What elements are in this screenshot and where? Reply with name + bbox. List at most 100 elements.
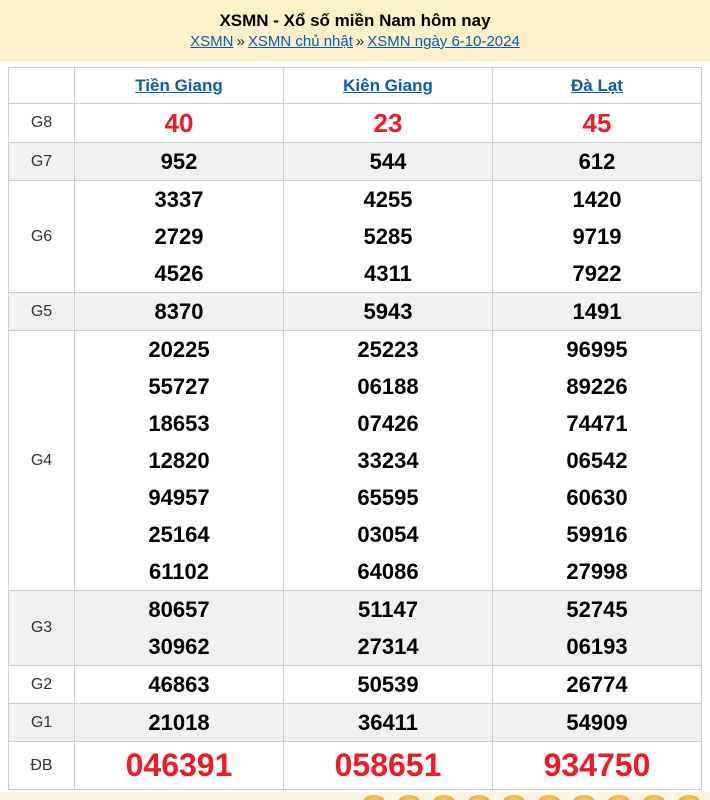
prize-number: 36411 bbox=[358, 710, 418, 735]
prize-row-G5: G5 8370 5943 1491 bbox=[8, 292, 702, 331]
prize-number: 33234 bbox=[357, 448, 419, 473]
prize-number: 40 bbox=[164, 108, 194, 138]
prize-number: 06542 bbox=[566, 448, 628, 473]
province-link-3[interactable]: Đà Lạt bbox=[571, 75, 623, 95]
prize-row-G2: G2 46863 50539 26774 bbox=[8, 665, 702, 704]
footer-ball-strip bbox=[0, 792, 710, 800]
province-header-cell: Kiên Giang bbox=[283, 67, 493, 104]
lottery-ball-icon bbox=[468, 795, 490, 800]
prize-number: 3337 bbox=[154, 187, 204, 212]
prize-number: 544 bbox=[369, 149, 407, 174]
prize-cell: 50539 bbox=[283, 665, 493, 704]
province-header-cell: Tiền Giang bbox=[74, 67, 284, 104]
prize-cell: 612 bbox=[492, 142, 702, 181]
lottery-ball-icon bbox=[573, 795, 595, 800]
province-link-2[interactable]: Kiên Giang bbox=[343, 75, 433, 95]
prize-number: 64086 bbox=[357, 559, 419, 584]
breadcrumb-link-xsmn[interactable]: XSMN bbox=[190, 33, 234, 50]
prize-label: G7 bbox=[8, 142, 75, 181]
prize-cell: 1491 bbox=[492, 292, 702, 331]
prize-number: 2729 bbox=[154, 224, 204, 249]
prize-number: 5943 bbox=[363, 299, 413, 324]
prize-number: 96995 bbox=[566, 337, 628, 362]
prize-column-header bbox=[8, 67, 75, 104]
prize-cell: 20225 55727 18653 12820 94957 25164 61102 bbox=[74, 330, 284, 591]
prize-number: 4311 bbox=[364, 261, 412, 286]
prize-row-G8: G8 40 23 45 bbox=[8, 103, 702, 143]
prize-cell: 544 bbox=[283, 142, 493, 181]
prize-number: 45 bbox=[582, 108, 612, 138]
prize-number: 89226 bbox=[566, 374, 628, 399]
prize-number: 12820 bbox=[148, 448, 210, 473]
prize-label: G2 bbox=[8, 665, 75, 704]
prize-number: 59916 bbox=[566, 522, 628, 547]
prize-cell: 25223 06188 07426 33234 65595 03054 64086 bbox=[283, 330, 493, 591]
breadcrumb-link-xsmn-chu-nhat[interactable]: XSMN chủ nhật bbox=[247, 33, 353, 50]
province-header-cell: Đà Lạt bbox=[492, 67, 702, 104]
prize-label: G8 bbox=[8, 103, 75, 143]
prize-number: 934750 bbox=[543, 747, 651, 783]
lottery-ball-icon bbox=[608, 795, 630, 800]
prize-number: 25223 bbox=[357, 337, 419, 362]
prize-number: 06193 bbox=[566, 634, 628, 659]
prize-row-G3: G3 80657 30962 51147 27314 52745 06193 bbox=[8, 590, 702, 666]
prize-number: 65595 bbox=[357, 485, 419, 510]
prize-number: 26774 bbox=[566, 672, 628, 697]
prize-row-ĐB: ĐB 046391 058651 934750 bbox=[8, 741, 702, 790]
prize-cell: 934750 bbox=[492, 741, 702, 790]
prize-cell: 8370 bbox=[74, 292, 284, 331]
results-table-container: Tiền Giang Kiên Giang Đà Lạt G8 40 23 45 G7 952 5… bbox=[8, 67, 702, 790]
prize-number: 7922 bbox=[572, 261, 622, 286]
prize-number: 61102 bbox=[149, 559, 209, 584]
prize-number: 9719 bbox=[572, 224, 622, 249]
breadcrumb-separator: » bbox=[355, 33, 365, 50]
prize-label: G3 bbox=[8, 590, 75, 666]
prize-number: 46863 bbox=[148, 672, 210, 697]
prize-label: G6 bbox=[8, 180, 75, 293]
prize-number: 18653 bbox=[148, 411, 210, 436]
prize-number: 4526 bbox=[154, 261, 204, 286]
prize-cell: 952 bbox=[74, 142, 284, 181]
prize-number: 06188 bbox=[357, 374, 419, 399]
prize-number: 03054 bbox=[357, 522, 419, 547]
prize-cell: 5943 bbox=[283, 292, 493, 331]
prize-cell: 058651 bbox=[283, 741, 493, 790]
prize-row-G4: G4 20225 55727 18653 12820 94957 25164 61102 252… bbox=[8, 330, 702, 591]
results-table: Tiền Giang Kiên Giang Đà Lạt G8 40 23 45 G7 952 5… bbox=[8, 67, 702, 790]
breadcrumb-link-xsmn-date[interactable]: XSMN ngày 6-10-2024 bbox=[367, 33, 520, 50]
prize-number: 952 bbox=[160, 149, 198, 174]
prize-cell: 21018 bbox=[74, 703, 284, 742]
prize-number: 80657 bbox=[148, 597, 210, 622]
prize-cell: 40 bbox=[74, 103, 284, 143]
prize-number: 52745 bbox=[566, 597, 628, 622]
prize-number: 74471 bbox=[566, 411, 628, 436]
prize-cell: 3337 2729 4526 bbox=[74, 180, 284, 293]
prize-row-G7: G7 952 544 612 bbox=[8, 142, 702, 181]
prize-cell: 1420 9719 7922 bbox=[492, 180, 702, 293]
prize-label: G5 bbox=[8, 292, 75, 331]
prize-cell: 52745 06193 bbox=[492, 590, 702, 666]
lottery-ball-icon bbox=[503, 795, 525, 800]
prize-number: 4255 bbox=[363, 187, 413, 212]
prize-cell: 45 bbox=[492, 103, 702, 143]
prize-cell: 46863 bbox=[74, 665, 284, 704]
prize-number: 058651 bbox=[334, 747, 442, 783]
prize-label: G4 bbox=[8, 330, 75, 591]
province-link-1[interactable]: Tiền Giang bbox=[135, 75, 223, 95]
prize-cell: 26774 bbox=[492, 665, 702, 704]
prize-label: ĐB bbox=[8, 741, 75, 790]
page-header: XSMN - Xổ số miền Nam hôm nay XSMN » XSMN … bbox=[0, 0, 710, 62]
prize-label: G1 bbox=[8, 703, 75, 742]
prize-number: 54909 bbox=[566, 710, 628, 735]
prize-number: 51147 bbox=[358, 597, 418, 622]
prize-cell: 80657 30962 bbox=[74, 590, 284, 666]
prize-number: 27314 bbox=[357, 634, 419, 659]
province-header-row: Tiền Giang Kiên Giang Đà Lạt bbox=[8, 67, 702, 104]
prize-row-G6: G6 3337 2729 4526 4255 5285 4311 1420 9719 7922 bbox=[8, 180, 702, 293]
lottery-ball-icon bbox=[538, 795, 560, 800]
page-title: XSMN - Xổ số miền Nam hôm nay bbox=[219, 11, 491, 30]
prize-number: 20225 bbox=[148, 337, 210, 362]
prize-number: 60630 bbox=[566, 485, 628, 510]
prize-cell: 046391 bbox=[74, 741, 284, 790]
prize-number: 50539 bbox=[357, 672, 419, 697]
